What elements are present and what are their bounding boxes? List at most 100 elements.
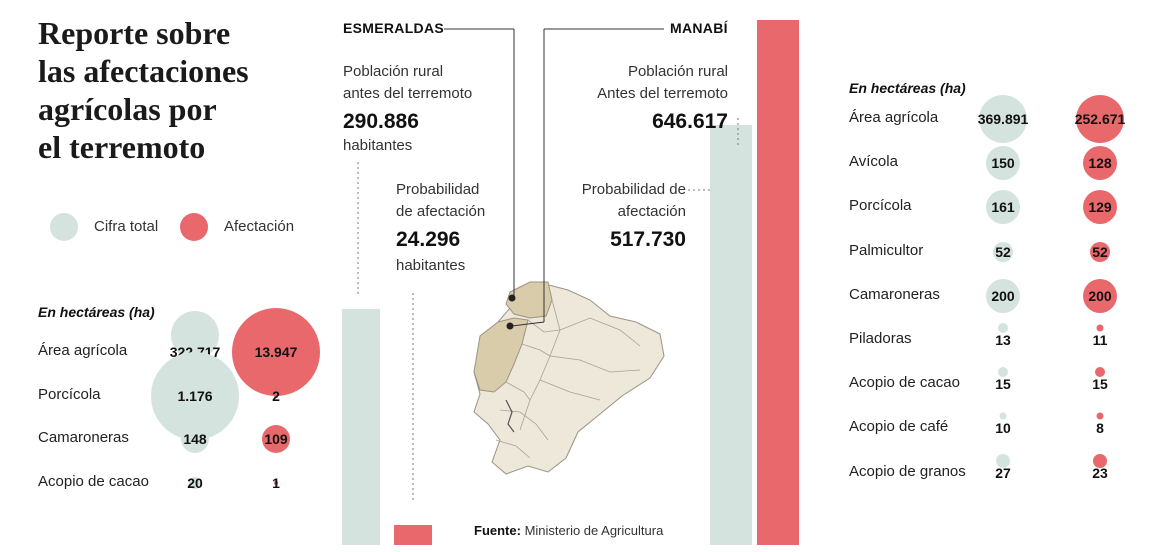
- esmeraldas-rural-unit: habitantes: [343, 137, 413, 154]
- affected-value: 1: [272, 474, 280, 491]
- affected-bubble: [1096, 412, 1104, 420]
- affected-bubble: [262, 425, 290, 453]
- title-line: Reporte sobre: [38, 15, 231, 51]
- row-label: Palmicultor: [849, 241, 924, 259]
- affected-bubble: [1083, 190, 1117, 225]
- ecuador-map: [473, 281, 665, 475]
- affected-bubble: [1076, 95, 1124, 143]
- esmeraldas-label: ESMERALDAS: [343, 20, 445, 36]
- total-bubble: [986, 190, 1020, 225]
- total-value: 148: [183, 431, 207, 447]
- esmeraldas-prob-unit: habitantes: [396, 257, 466, 274]
- manabi-rural-label-1: Población rural: [627, 63, 728, 80]
- bar-esmeraldas-affected: [394, 525, 432, 545]
- total-bubble: [998, 367, 1008, 378]
- esmeraldas-prob-label-2: de afectación: [396, 203, 486, 220]
- affected-value: 128: [1088, 155, 1112, 172]
- affected-bubble: [232, 308, 320, 396]
- affected-value: 200: [1088, 287, 1112, 304]
- total-value: 13: [995, 332, 1011, 348]
- row-label: Piladoras: [849, 330, 912, 347]
- affected-bubble: [1093, 453, 1107, 468]
- total-value: 200: [991, 287, 1015, 304]
- manabi-prob-value: 517.730: [610, 228, 686, 251]
- total-bubble: [979, 95, 1027, 143]
- affected-bubble: [1083, 146, 1117, 181]
- legend-affected-swatch: [180, 213, 208, 241]
- row-label: Acopio de granos: [849, 462, 966, 480]
- affected-value: 109: [264, 431, 288, 447]
- row-label: Área agrícola: [38, 342, 128, 359]
- affected-value: 252.671: [1074, 111, 1126, 127]
- affected-bubble: [274, 393, 278, 398]
- leader-manabi-label: [506, 28, 664, 330]
- total-value: 161: [991, 199, 1015, 216]
- row-label: Camaroneras: [38, 429, 129, 446]
- manabi-rural-value: 646.617: [652, 110, 728, 133]
- affected-bubble: [1096, 324, 1104, 332]
- row-label: Camaroneras: [849, 285, 940, 303]
- total-bubble: [999, 412, 1007, 420]
- total-value: 369.891: [977, 111, 1029, 127]
- title-line: las afectaciones: [38, 53, 249, 89]
- row-label: Avícola: [849, 153, 898, 171]
- row-label: Acopio de cacao: [849, 374, 960, 392]
- total-bubble: [151, 351, 239, 440]
- source-text: Ministerio de Agricultura: [520, 523, 664, 538]
- esmeraldas-prob-label-1: Probabilidad: [396, 181, 480, 198]
- esmeraldas-rural-value: 290.886: [343, 110, 419, 133]
- esmeraldas-prob-value: 24.296: [396, 228, 461, 251]
- affected-value: 2: [272, 387, 280, 404]
- source-prefix: Fuente:: [474, 523, 521, 538]
- total-bubble: [181, 425, 209, 453]
- affected-value: 15: [1092, 376, 1108, 393]
- affected-value: 52: [1092, 243, 1108, 260]
- affected-value: 11: [1092, 332, 1108, 348]
- row-label: Porcícola: [38, 385, 101, 403]
- row-label: Acopio de café: [849, 418, 949, 436]
- title-line: el terremoto: [38, 129, 206, 165]
- total-bubble: [189, 476, 201, 489]
- affected-bubble: [274, 480, 278, 485]
- bar-manabi-rural: [757, 20, 799, 545]
- source-note: Fuente: Ministerio de Agricultura: [474, 523, 663, 538]
- total-bubble: [986, 146, 1020, 181]
- manabi-label: MANABÍ: [670, 20, 728, 36]
- affected-value: 23: [1092, 464, 1108, 481]
- legend-total-swatch: [50, 213, 78, 241]
- bar-esmeraldas-rural: [342, 309, 380, 545]
- esmeraldas-rural-label-2: antes del terremoto: [343, 85, 473, 102]
- total-value: 10: [995, 420, 1011, 437]
- affected-value: 13.947: [254, 344, 298, 360]
- total-bubble: [986, 278, 1020, 313]
- affected-bubble: [1083, 278, 1117, 313]
- total-value: 27: [995, 464, 1011, 481]
- legend-affected-label: Afectación: [224, 218, 295, 235]
- bar-manabi-affected: [710, 125, 752, 545]
- map-esmeraldas: [505, 281, 553, 319]
- total-bubble: [171, 311, 219, 359]
- page-title: Reporte sobre las afectaciones agrícolas…: [38, 14, 328, 166]
- hectares-header: En hectáreas (ha): [38, 304, 155, 320]
- legend-total-label: Cifra total: [94, 218, 159, 235]
- total-value: 15: [995, 376, 1011, 393]
- manabi-prob-label-2: afectación: [617, 203, 686, 220]
- total-bubble: [993, 241, 1013, 262]
- total-bubble: [996, 453, 1010, 468]
- row-label: Área agrícola: [849, 109, 939, 126]
- total-value: 52: [995, 243, 1011, 260]
- manabi-prob-label-1: Probabilidad de: [581, 181, 686, 198]
- affected-value: 8: [1096, 420, 1104, 437]
- esmeraldas-rural-label-1: Población rural: [343, 63, 444, 80]
- leader-esmeraldas-label: [444, 28, 516, 302]
- row-label: Porcícola: [849, 197, 912, 215]
- total-value: 150: [991, 155, 1015, 172]
- map-manabi: [473, 317, 529, 393]
- total-value: 1.176: [177, 387, 213, 404]
- affected-bubble: [1095, 367, 1105, 378]
- row-label: Acopio de cacao: [38, 472, 149, 490]
- title-line: agrícolas por: [38, 91, 217, 127]
- total-bubble: [998, 323, 1008, 333]
- affected-bubble: [1090, 241, 1110, 262]
